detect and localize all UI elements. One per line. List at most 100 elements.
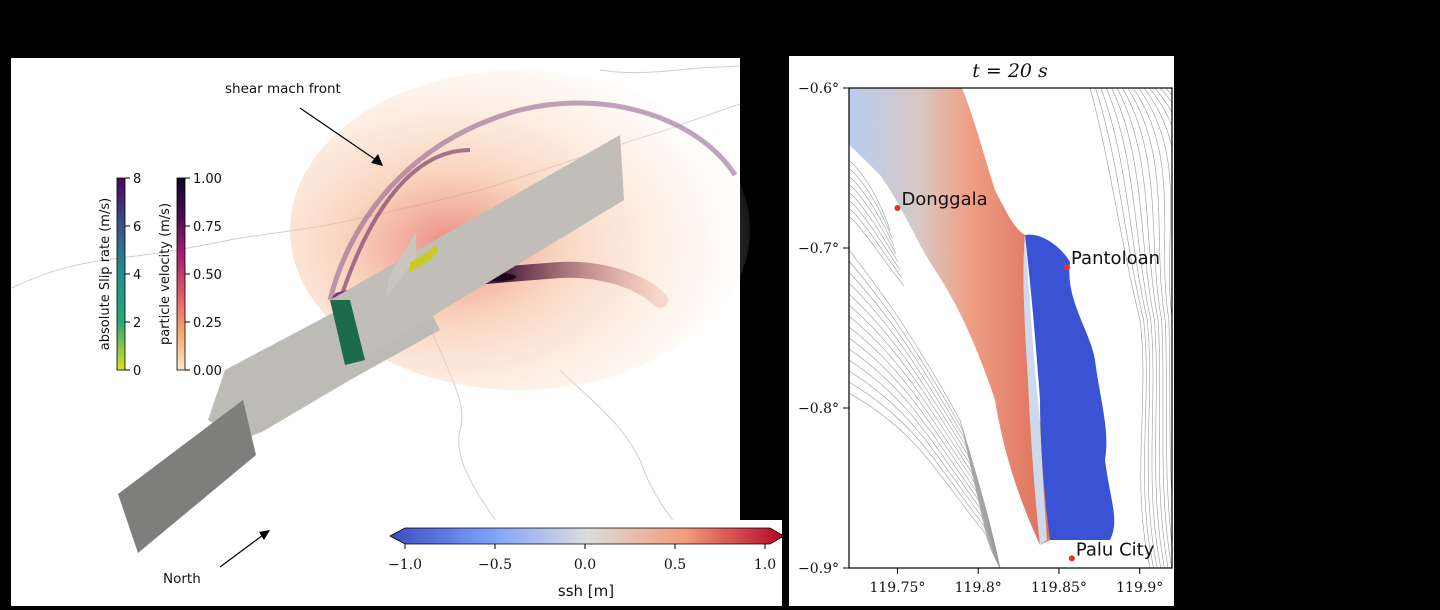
slip-rate-label: absolute Slip rate (m/s) <box>98 198 113 350</box>
contour-line <box>849 392 1001 568</box>
latitude-ticks: −0.6° −0.7° −0.8° −0.9° <box>798 81 849 577</box>
contour-line <box>1127 88 1172 547</box>
contour-line <box>1116 88 1169 568</box>
fault-main-segment <box>330 135 624 360</box>
contour-line <box>849 191 899 263</box>
lon-tick-label: 119.9° <box>1116 580 1163 596</box>
contour-line <box>1095 88 1154 568</box>
slip-rate-tick-label: 6 <box>133 220 141 235</box>
sea-surface-east <box>1025 234 1115 540</box>
particle-velocity-tick-label: 1.00 <box>193 172 222 187</box>
lat-tick-label: −0.8° <box>798 401 839 417</box>
contour-line <box>849 215 905 287</box>
mach-front-inner <box>338 148 471 301</box>
rupture-panel: shear mach front North 0 2 4 6 8 absolute Sl… <box>11 58 750 607</box>
particle-velocity-ticks: 0.00 0.25 0.50 0.75 1.00 <box>185 172 222 379</box>
ssh-colorbar-bar <box>389 527 785 545</box>
particle-velocity-label: particle velocity (m/s) <box>158 203 173 345</box>
ssh-tick-label: 1.0 <box>754 557 776 573</box>
contour-line <box>849 249 1001 568</box>
ssh-colorbar: −1.0 −0.5 0.0 0.5 1.0 ssh [m] <box>388 520 785 606</box>
slip-rate-tick-label: 0 <box>133 364 141 379</box>
slip-rate-ticks: 0 2 4 6 8 <box>125 172 141 379</box>
particle-velocity-tick-label: 0.75 <box>193 220 222 235</box>
slip-patch <box>410 244 438 272</box>
contour-line <box>849 282 1001 568</box>
contour-line <box>1138 88 1172 320</box>
contour-line <box>849 370 1001 568</box>
contour-line <box>849 167 893 239</box>
place-markers: Donggala Pantoloan Palu City <box>894 189 1160 562</box>
particle-velocity-colorbar-bar <box>176 177 186 371</box>
tsunami-panel: t = 20 s −0.6°−0.7°−0.8°−0.9° 119.75° 119… <box>789 56 1174 606</box>
longitude-ticks: 119.75° 119.8° 119.85° 119.9° <box>869 568 1163 596</box>
contour-line <box>1122 88 1172 568</box>
lon-tick-label: 119.8° <box>955 580 1002 596</box>
ssh-tick-label: −1.0 <box>388 557 422 573</box>
contour-line <box>849 315 1001 568</box>
ssh-ticks: −1.0 −0.5 0.0 0.5 1.0 <box>388 544 776 573</box>
ssh-tick-label: −0.5 <box>478 557 512 573</box>
north-label: North <box>163 571 201 587</box>
particle-velocity-tick-label: 0.25 <box>193 316 222 331</box>
contour-line <box>849 348 1001 568</box>
north-arrow <box>219 534 264 568</box>
lat-tick-label: −0.7° <box>798 241 839 257</box>
shear-front-arrowhead <box>371 154 383 166</box>
contour-line <box>849 199 901 271</box>
contour-line <box>849 381 1001 568</box>
map-title: t = 20 s <box>972 60 1048 82</box>
contour-line <box>1170 88 1172 90</box>
lat-tick-label: −0.9° <box>798 561 839 577</box>
contour-line <box>849 183 897 255</box>
contour-line <box>849 337 1001 568</box>
contour-line <box>1100 88 1158 568</box>
ssh-label: ssh [m] <box>558 582 614 600</box>
contour-line <box>849 175 895 247</box>
contour-line <box>849 326 1001 568</box>
contour-line <box>849 207 903 279</box>
map-area <box>849 88 1172 568</box>
particle-velocity-tick-label: 0.50 <box>193 268 222 283</box>
slip-rate-tick-label: 8 <box>133 172 141 187</box>
place-marker <box>894 205 901 211</box>
slip-rate-colorbar-bar <box>116 177 126 371</box>
map-frame <box>848 87 1173 569</box>
place-marker <box>1068 555 1075 562</box>
place-label: Donggala <box>901 189 987 210</box>
particle-velocity-tick-label: 0.00 <box>193 364 222 379</box>
contour-line <box>849 359 1001 568</box>
contour-line <box>849 293 1001 568</box>
place-label: Pantoloan <box>1071 248 1160 269</box>
contour-line <box>1105 88 1162 568</box>
shear-front-label: shear mach front <box>225 81 341 97</box>
contour-line <box>849 260 1001 568</box>
fault-south-segment <box>118 400 256 553</box>
slip-rate-tick-label: 4 <box>133 268 141 283</box>
slip-rate-tick-label: 2 <box>133 316 141 331</box>
contour-line <box>1111 88 1165 568</box>
contour-line <box>849 304 1001 568</box>
fault-branch <box>385 232 416 300</box>
shear-front-arrow <box>299 107 377 161</box>
lat-tick-label: −0.6° <box>798 81 839 97</box>
place-label: Palu City <box>1076 539 1155 560</box>
particle-velocity-colorbar: 0.00 0.25 0.50 0.75 1.00 particle velocity (… <box>158 172 222 379</box>
lon-tick-label: 119.85° <box>1031 580 1087 596</box>
contour-line <box>1132 88 1172 505</box>
topography-contours <box>849 88 1172 568</box>
slip-front <box>330 300 365 365</box>
north-arrowhead <box>259 530 270 540</box>
sea-surface-west <box>849 88 1050 545</box>
slip-rate-colorbar: 0 2 4 6 8 absolute Slip rate (m/s) <box>98 172 141 379</box>
ssh-tick-label: 0.5 <box>664 557 686 573</box>
contour-line <box>849 159 891 231</box>
ssh-tick-label: 0.0 <box>574 557 596 573</box>
contour-line <box>1089 88 1151 568</box>
place-marker <box>1064 264 1071 271</box>
shear-mach-front <box>327 100 738 301</box>
lon-tick-label: 119.75° <box>869 580 925 596</box>
trough-front <box>1023 235 1047 545</box>
